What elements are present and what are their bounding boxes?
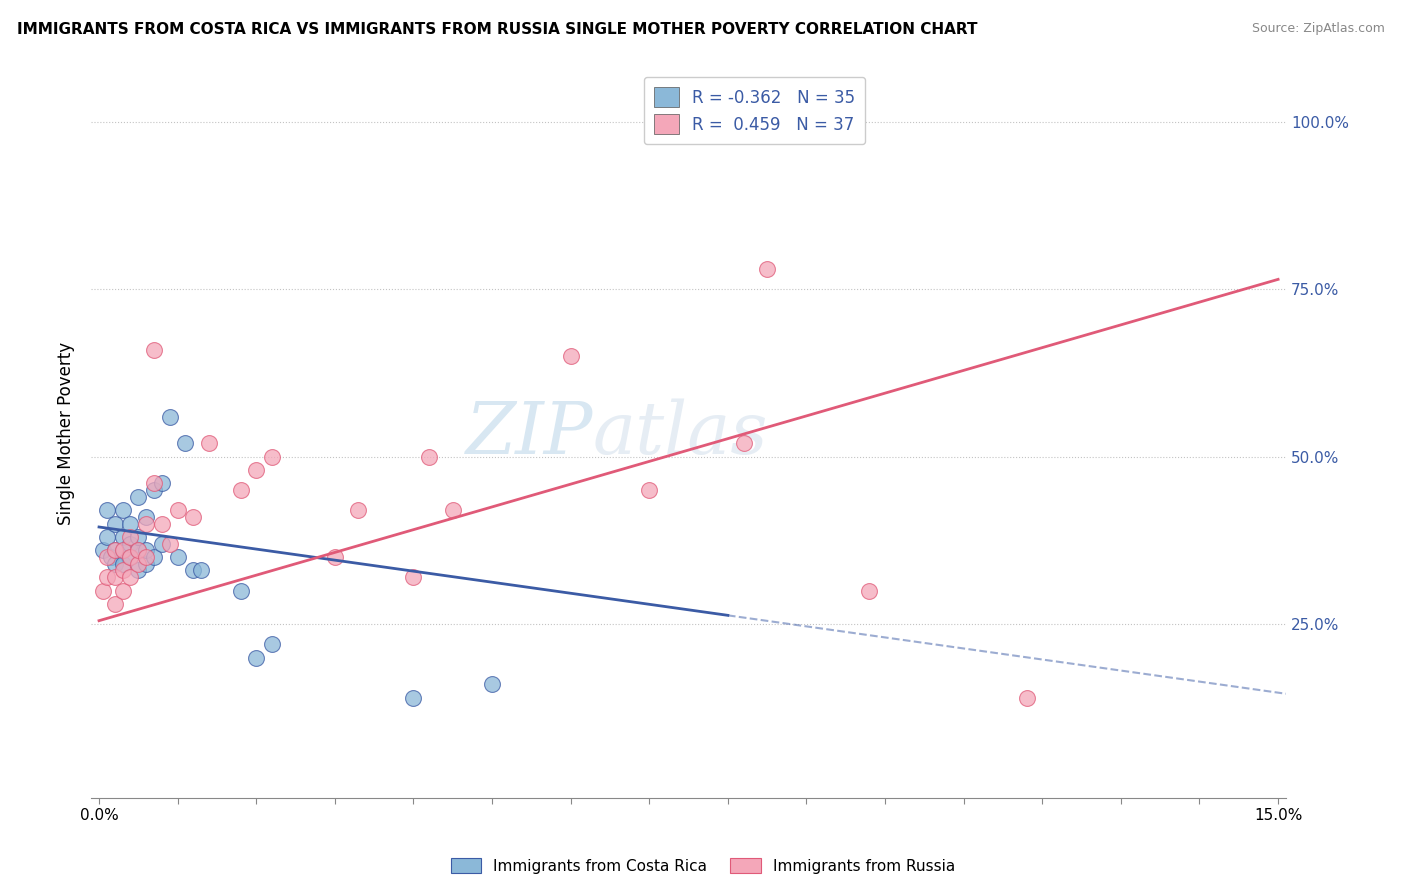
- Point: [402, 690, 425, 705]
- Point: [245, 650, 267, 665]
- Point: [135, 516, 157, 531]
- Point: [104, 516, 127, 531]
- Point: [104, 570, 127, 584]
- Point: [111, 530, 134, 544]
- Point: [481, 677, 503, 691]
- Legend: Immigrants from Costa Rica, Immigrants from Russia: Immigrants from Costa Rica, Immigrants f…: [444, 852, 962, 880]
- Point: [245, 463, 267, 477]
- Point: [143, 550, 166, 565]
- Point: [1015, 690, 1038, 705]
- Legend: R = -0.362   N = 35, R =  0.459   N = 37: R = -0.362 N = 35, R = 0.459 N = 37: [644, 77, 866, 145]
- Point: [120, 537, 142, 551]
- Point: [120, 530, 142, 544]
- Point: [96, 570, 118, 584]
- Point: [127, 557, 149, 571]
- Point: [150, 516, 173, 531]
- Point: [159, 409, 181, 424]
- Text: atlas: atlas: [593, 398, 769, 468]
- Point: [560, 349, 582, 363]
- Point: [120, 550, 142, 565]
- Point: [135, 510, 157, 524]
- Point: [143, 343, 166, 357]
- Text: ZIP: ZIP: [465, 398, 593, 468]
- Point: [111, 543, 134, 558]
- Point: [183, 510, 205, 524]
- Point: [229, 483, 252, 498]
- Point: [143, 476, 166, 491]
- Point: [638, 483, 661, 498]
- Point: [111, 557, 134, 571]
- Point: [166, 503, 188, 517]
- Point: [127, 543, 149, 558]
- Point: [143, 483, 166, 498]
- Point: [260, 450, 283, 464]
- Point: [166, 550, 188, 565]
- Point: [150, 476, 173, 491]
- Point: [229, 583, 252, 598]
- Point: [111, 503, 134, 517]
- Point: [150, 537, 173, 551]
- Point: [120, 550, 142, 565]
- Point: [441, 503, 464, 517]
- Point: [323, 550, 346, 565]
- Point: [96, 530, 118, 544]
- Point: [96, 503, 118, 517]
- Point: [756, 262, 779, 277]
- Point: [174, 436, 197, 450]
- Point: [104, 597, 127, 611]
- Point: [104, 557, 127, 571]
- Point: [402, 570, 425, 584]
- Point: [127, 564, 149, 578]
- Point: [104, 543, 127, 558]
- Point: [120, 516, 142, 531]
- Text: IMMIGRANTS FROM COSTA RICA VS IMMIGRANTS FROM RUSSIA SINGLE MOTHER POVERTY CORRE: IMMIGRANTS FROM COSTA RICA VS IMMIGRANTS…: [17, 22, 977, 37]
- Point: [733, 436, 755, 450]
- Point: [135, 543, 157, 558]
- Point: [418, 450, 440, 464]
- Point: [127, 543, 149, 558]
- Text: Source: ZipAtlas.com: Source: ZipAtlas.com: [1251, 22, 1385, 36]
- Point: [111, 564, 134, 578]
- Point: [91, 543, 114, 558]
- Point: [111, 543, 134, 558]
- Point: [127, 490, 149, 504]
- Point: [347, 503, 370, 517]
- Point: [104, 543, 127, 558]
- Point: [120, 570, 142, 584]
- Point: [91, 583, 114, 598]
- Point: [100, 550, 122, 565]
- Point: [127, 530, 149, 544]
- Point: [135, 550, 157, 565]
- Point: [198, 436, 221, 450]
- Y-axis label: Single Mother Poverty: Single Mother Poverty: [58, 342, 75, 524]
- Point: [96, 550, 118, 565]
- Point: [159, 537, 181, 551]
- Point: [190, 564, 212, 578]
- Point: [135, 557, 157, 571]
- Point: [111, 583, 134, 598]
- Point: [260, 637, 283, 651]
- Point: [858, 583, 880, 598]
- Point: [183, 564, 205, 578]
